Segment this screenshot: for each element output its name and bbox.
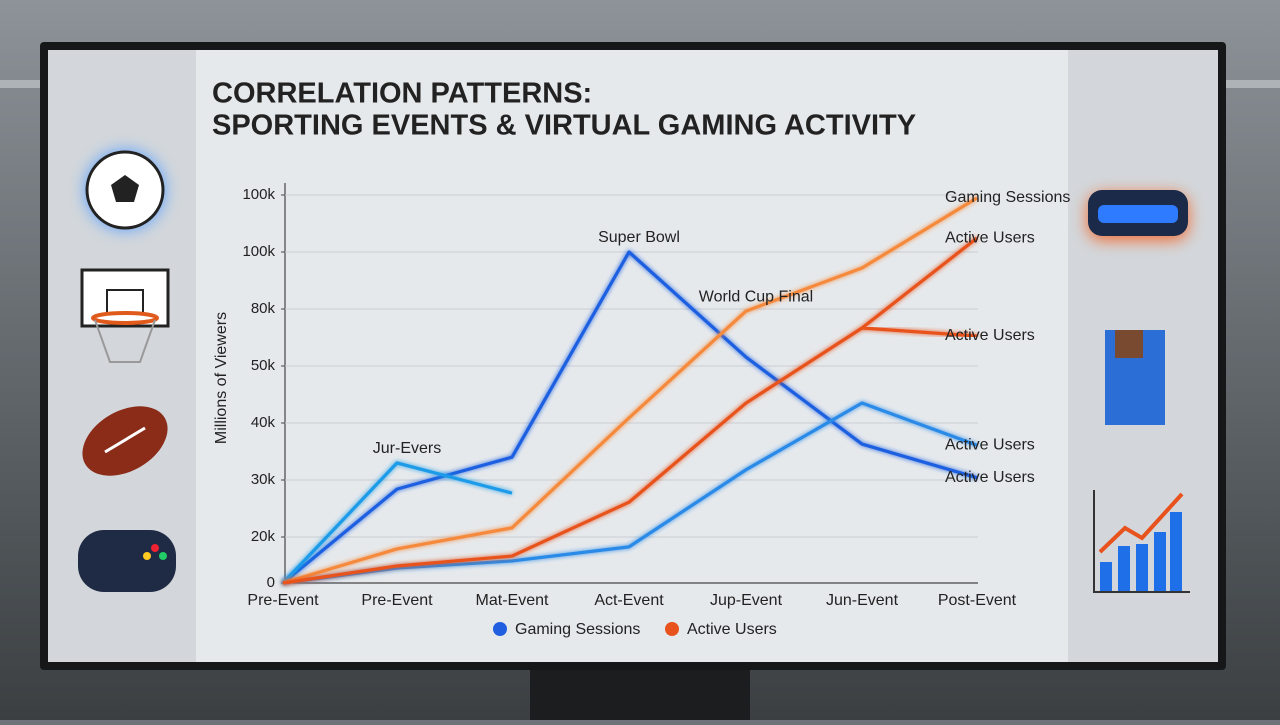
legend-marker (493, 622, 507, 636)
title-line-2: SPORTING EVENTS & VIRTUAL GAMING ACTIVIT… (212, 110, 916, 142)
annotation: Super Bowl (598, 229, 680, 246)
legend-label: Gaming Sessions (515, 621, 640, 638)
x-tick-label: Post-Event (938, 592, 1017, 609)
annotation: Jur-Evers (373, 440, 441, 457)
stand (530, 662, 750, 720)
series-end-label: Active Users (945, 327, 1035, 344)
series-end-label: Gaming Sessions (945, 189, 1070, 206)
x-tick-label: Jun-Event (826, 592, 899, 609)
legend-label: Active Users (687, 621, 777, 638)
screen (48, 50, 1218, 662)
series-line (282, 196, 978, 585)
x-tick-label: Act-Event (594, 592, 664, 609)
title-line-1: CORRELATION PATTERNS: (212, 78, 592, 110)
y-tick-label: 100k (242, 243, 275, 260)
y-tick-label: 80k (251, 300, 276, 317)
series-line (281, 250, 978, 585)
legend-marker (665, 622, 679, 636)
series-line (282, 401, 978, 585)
icons (78, 150, 1190, 593)
x-tick-label: Mat-Event (476, 592, 549, 609)
y-tick-label: 50k (251, 357, 276, 374)
y-axis-label: Millions of Viewers (213, 312, 230, 444)
y-tick-label: 30k (251, 471, 276, 488)
x-tick-label: Pre-Event (361, 592, 433, 609)
x-tick-label: Jup-Event (710, 592, 783, 609)
x-tick-label: Pre-Event (247, 592, 319, 609)
series-line (281, 461, 513, 585)
series-line (861, 326, 978, 338)
series-end-label: Active Users (945, 229, 1035, 246)
series-end-label: Active Users (945, 469, 1035, 486)
y-tick-label: 100k (242, 186, 275, 203)
series-end-label: Active Users (945, 436, 1035, 453)
annotation: World Cup Final (699, 288, 813, 305)
plot: 0 20k 30k 40k 50k 80k 100k 100k Pre-Event Pre-Eve… (242, 186, 1070, 638)
y-tick-label: 0 (267, 574, 275, 591)
y-tick-label: 20k (251, 528, 276, 545)
y-tick-label: 40k (251, 414, 276, 431)
